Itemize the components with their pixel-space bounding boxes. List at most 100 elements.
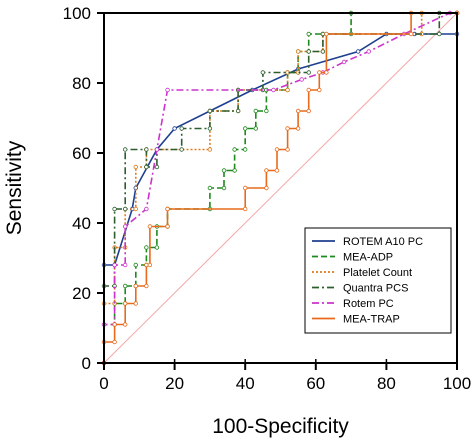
data-point: [144, 245, 149, 250]
data-point: [299, 77, 304, 82]
data-point: [179, 126, 184, 131]
data-point: [172, 126, 177, 131]
x-axis-ticks: 0 20 40 60 80 100: [99, 359, 471, 393]
legend-label: MEA-ADP: [343, 252, 393, 264]
x-tick-label: 80: [377, 374, 396, 393]
data-point: [165, 87, 170, 93]
data-point: [320, 31, 326, 37]
data-point: [144, 262, 149, 268]
data-point: [271, 87, 276, 93]
data-point: [207, 108, 213, 114]
data-point: [306, 31, 311, 37]
x-tick-label: 60: [306, 374, 325, 393]
x-tick-label: 40: [236, 374, 255, 393]
legend-box: [304, 227, 452, 334]
data-point: [253, 108, 258, 114]
data-point: [112, 322, 117, 327]
data-point: [285, 126, 290, 131]
y-axis-title: Sensitivity: [3, 140, 26, 235]
data-point: [179, 147, 184, 152]
y-axis-ticks: 0 20 40 60 80 100: [63, 4, 104, 373]
data-point: [232, 168, 237, 173]
data-point: [144, 164, 149, 170]
data-point: [306, 108, 311, 114]
legend-label: Rotem PC: [343, 298, 394, 310]
data-point: [264, 108, 269, 114]
data-point: [112, 262, 117, 268]
data-point: [264, 168, 269, 173]
data-point: [274, 168, 280, 173]
data-point: [274, 147, 280, 152]
data-point: [260, 70, 266, 75]
legend: ROTEM A10 PC MEA-ADP Platelet Count Quantra…: [304, 227, 452, 334]
series-line: [103, 12, 457, 363]
data-point: [221, 185, 227, 191]
data-point: [207, 126, 213, 131]
data-point: [122, 301, 128, 306]
x-axis-title: 100-Specificity: [212, 415, 349, 438]
legend-label: ROTEM A10 PC: [343, 236, 423, 248]
data-point: [122, 206, 128, 212]
x-tick-label: 0: [99, 374, 108, 393]
x-tick-label: 100: [443, 374, 471, 393]
data-point: [437, 31, 442, 37]
data-point: [147, 224, 153, 229]
data-point: [154, 147, 160, 152]
data-point: [306, 87, 311, 93]
data-point: [242, 206, 248, 212]
y-tick-label: 80: [72, 74, 91, 93]
data-point: [165, 224, 170, 229]
data-point: [232, 147, 237, 152]
data-point: [133, 283, 138, 289]
data-point: [295, 108, 301, 114]
data-point: [144, 147, 149, 152]
data-point: [285, 147, 290, 152]
data-point: [133, 164, 138, 170]
data-point: [133, 206, 138, 212]
y-tick-label: 40: [72, 214, 91, 233]
data-point: [355, 49, 361, 54]
reference-diagonal-line: [103, 12, 458, 364]
data-point: [324, 70, 329, 75]
data-point: [341, 59, 347, 65]
data-point: [242, 147, 248, 152]
data-point: [154, 164, 160, 170]
data-point: [285, 87, 290, 93]
data-point: [242, 185, 248, 191]
data-point: [133, 301, 138, 306]
series-layer: [101, 10, 460, 366]
data-point: [317, 87, 322, 93]
data-point: [324, 31, 329, 37]
data-point: [122, 283, 128, 289]
data-point: [122, 224, 128, 229]
data-point: [147, 262, 153, 268]
data-point: [408, 31, 414, 37]
plot-frame: [103, 12, 458, 364]
data-point: [144, 283, 149, 289]
y-tick-label: 100: [63, 4, 91, 23]
y-tick-label: 20: [72, 284, 91, 303]
legend-label: MEA-TRAP: [343, 314, 400, 326]
data-point: [306, 70, 311, 75]
data-point: [235, 108, 241, 114]
data-point: [122, 322, 128, 327]
data-point: [221, 168, 227, 173]
data-point: [264, 185, 269, 191]
data-point: [306, 49, 311, 54]
data-point: [366, 49, 371, 54]
data-point: [295, 49, 301, 54]
legend-label: Quantra PCS: [343, 283, 408, 295]
y-tick-label: 0: [82, 354, 91, 373]
x-tick-label: 20: [165, 374, 184, 393]
data-point: [317, 70, 322, 75]
data-point: [122, 147, 128, 152]
data-point: [320, 49, 326, 54]
data-point: [154, 245, 160, 250]
data-point: [112, 339, 117, 345]
legend-label: Platelet Count: [343, 267, 412, 279]
data-point: [122, 262, 128, 268]
data-point: [165, 206, 170, 212]
plot-area: [101, 10, 460, 366]
data-point: [242, 126, 248, 131]
data-point: [253, 126, 258, 131]
